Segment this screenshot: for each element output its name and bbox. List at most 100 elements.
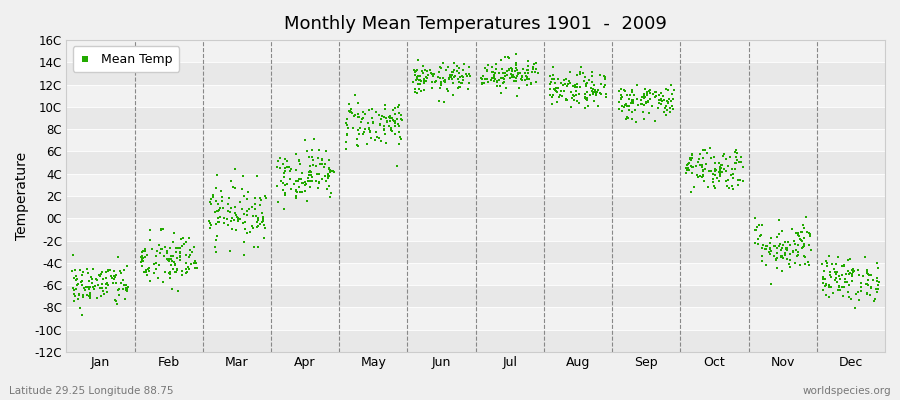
Mean Temp — [527, 61, 542, 67]
Mean Temp — [119, 282, 133, 288]
Mean Temp — [567, 97, 581, 103]
Mean Temp — [638, 86, 652, 92]
Mean Temp — [804, 246, 818, 253]
Mean Temp — [484, 68, 499, 75]
Mean Temp — [244, 203, 258, 210]
Mean Temp — [693, 150, 707, 157]
Mean Temp — [760, 243, 774, 249]
Mean Temp — [169, 267, 184, 274]
Mean Temp — [526, 66, 540, 72]
Mean Temp — [500, 68, 514, 74]
Mean Temp — [522, 75, 536, 82]
Mean Temp — [392, 129, 406, 136]
Mean Temp — [433, 75, 447, 82]
Mean Temp — [287, 181, 302, 187]
Mean Temp — [382, 114, 396, 120]
Mean Temp — [581, 76, 596, 83]
Mean Temp — [860, 281, 874, 288]
Mean Temp — [229, 185, 243, 191]
Mean Temp — [636, 94, 651, 100]
Mean Temp — [634, 101, 649, 107]
Mean Temp — [224, 218, 238, 224]
Mean Temp — [502, 75, 517, 82]
Mean Temp — [257, 225, 272, 231]
Mean Temp — [237, 193, 251, 200]
Mean Temp — [796, 240, 811, 247]
Mean Temp — [230, 227, 244, 234]
Mean Temp — [485, 74, 500, 81]
Mean Temp — [834, 272, 849, 278]
Mean Temp — [567, 92, 581, 99]
Mean Temp — [75, 278, 89, 284]
Mean Temp — [508, 68, 522, 74]
Mean Temp — [622, 107, 636, 113]
Mean Temp — [104, 273, 118, 280]
Mean Temp — [240, 196, 255, 203]
Mean Temp — [171, 288, 185, 294]
Mean Temp — [578, 94, 592, 101]
Mean Temp — [630, 102, 644, 108]
Mean Temp — [493, 57, 508, 63]
Mean Temp — [347, 112, 362, 118]
Mean Temp — [520, 58, 535, 64]
Mean Temp — [134, 254, 148, 260]
Mean Temp — [348, 92, 363, 98]
Mean Temp — [818, 275, 832, 282]
Mean Temp — [278, 182, 293, 188]
Mean Temp — [619, 92, 634, 99]
Mean Temp — [543, 73, 557, 79]
Mean Temp — [368, 137, 382, 143]
Mean Temp — [344, 108, 358, 115]
Mean Temp — [622, 102, 636, 109]
Mean Temp — [753, 233, 768, 239]
Mean Temp — [352, 114, 366, 120]
Mean Temp — [660, 98, 674, 104]
Mean Temp — [173, 257, 187, 264]
Mean Temp — [626, 100, 640, 106]
Mean Temp — [354, 119, 368, 125]
Bar — [67, 107, 885, 129]
Mean Temp — [505, 66, 519, 72]
Mean Temp — [492, 83, 507, 89]
Mean Temp — [445, 68, 459, 75]
Mean Temp — [829, 275, 843, 282]
Mean Temp — [446, 80, 460, 86]
Mean Temp — [410, 73, 425, 79]
Mean Temp — [278, 156, 293, 162]
Mean Temp — [802, 230, 816, 237]
Mean Temp — [310, 185, 325, 191]
Mean Temp — [584, 79, 598, 85]
Mean Temp — [863, 292, 878, 298]
Mean Temp — [162, 256, 176, 262]
Bar — [67, 174, 885, 196]
Mean Temp — [774, 254, 788, 261]
Mean Temp — [382, 114, 397, 121]
Mean Temp — [94, 293, 109, 299]
Mean Temp — [248, 194, 262, 201]
Mean Temp — [803, 231, 817, 237]
Mean Temp — [569, 88, 583, 94]
Mean Temp — [364, 115, 379, 121]
Mean Temp — [296, 180, 310, 186]
Mean Temp — [68, 272, 83, 279]
Mean Temp — [792, 235, 806, 242]
Mean Temp — [772, 240, 787, 247]
Mean Temp — [508, 78, 523, 84]
Mean Temp — [450, 63, 464, 69]
Mean Temp — [840, 279, 854, 286]
Mean Temp — [139, 266, 153, 273]
Mean Temp — [842, 270, 857, 276]
Mean Temp — [339, 116, 354, 122]
Mean Temp — [721, 177, 735, 184]
Mean Temp — [347, 113, 362, 119]
Mean Temp — [798, 261, 813, 267]
Mean Temp — [618, 102, 633, 108]
Mean Temp — [551, 85, 565, 92]
Mean Temp — [455, 73, 470, 80]
Mean Temp — [562, 69, 577, 75]
Mean Temp — [544, 78, 558, 85]
Mean Temp — [148, 260, 163, 266]
Mean Temp — [696, 168, 710, 174]
Mean Temp — [163, 245, 177, 252]
Mean Temp — [783, 257, 797, 263]
